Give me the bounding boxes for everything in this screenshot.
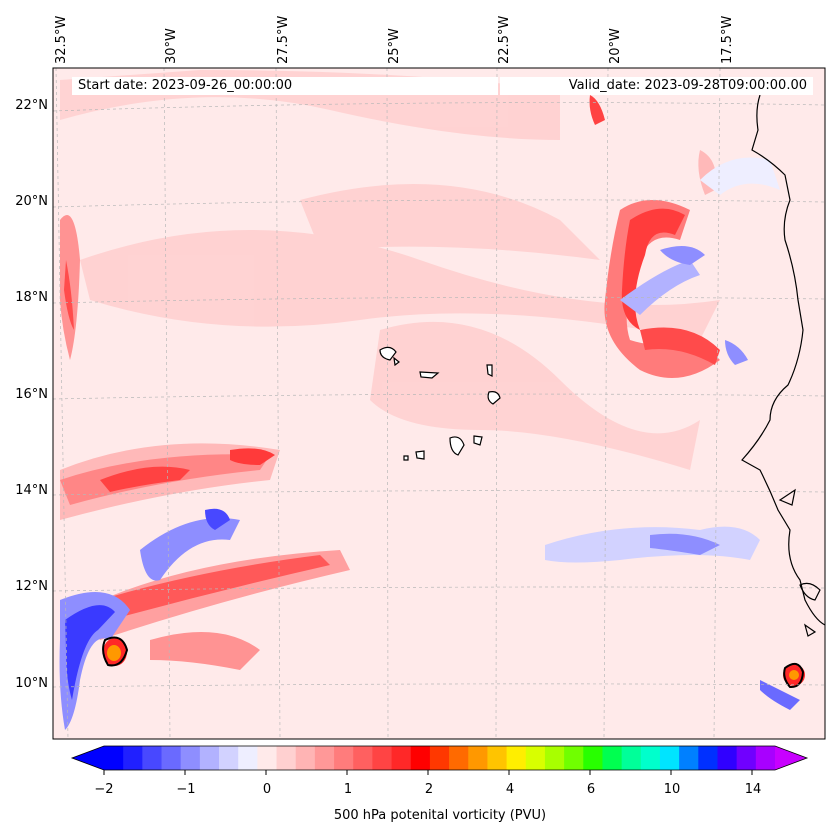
lon-label-27-5w: 27.5°W [276, 15, 291, 64]
gridlines [53, 68, 825, 739]
cb-label-6: 6 [586, 782, 596, 797]
pv-maxima [102, 636, 805, 689]
map-frame [52, 67, 826, 740]
cb-label-14: 14 [744, 782, 762, 797]
lat-label-22n: 22°N [15, 98, 48, 113]
lon-label-32-5w: 32.5°W [54, 15, 69, 64]
cb-label-2: 2 [424, 782, 434, 797]
lon-label-17-5w: 17.5°W [720, 15, 735, 64]
cb-label-0: 0 [262, 782, 272, 797]
lon-label-25w: 25°W [387, 28, 402, 64]
lat-label-20n: 20°N [15, 194, 48, 209]
lat-label-16n: 16°N [15, 387, 48, 402]
pv-field [60, 70, 720, 670]
start-date-label: Start date: 2023-09-26_00:00:00 [72, 77, 498, 95]
lat-label-10n: 10°N [15, 676, 48, 691]
lat-label-14n: 14°N [15, 483, 48, 498]
valid-date-label: Valid_date: 2023-09-28T09:00:00.00 [500, 77, 813, 95]
negative-pv-field [59, 157, 800, 730]
lon-label-22-5w: 22.5°W [497, 15, 512, 64]
cb-label-m2: −2 [94, 782, 114, 797]
cb-label-m1: −1 [176, 782, 196, 797]
colorbar-title: 500 hPa potenital vorticity (PVU) [333, 808, 547, 823]
cb-label-4: 4 [505, 782, 515, 797]
cape-verde-islands [379, 346, 501, 461]
lon-label-20w: 20°W [608, 28, 623, 64]
cb-label-10: 10 [663, 782, 681, 797]
lat-label-18n: 18°N [15, 290, 48, 305]
lat-label-12n: 12°N [15, 579, 48, 594]
lon-label-30w: 30°W [164, 28, 179, 64]
cb-label-1: 1 [343, 782, 353, 797]
coastline [741, 94, 825, 637]
